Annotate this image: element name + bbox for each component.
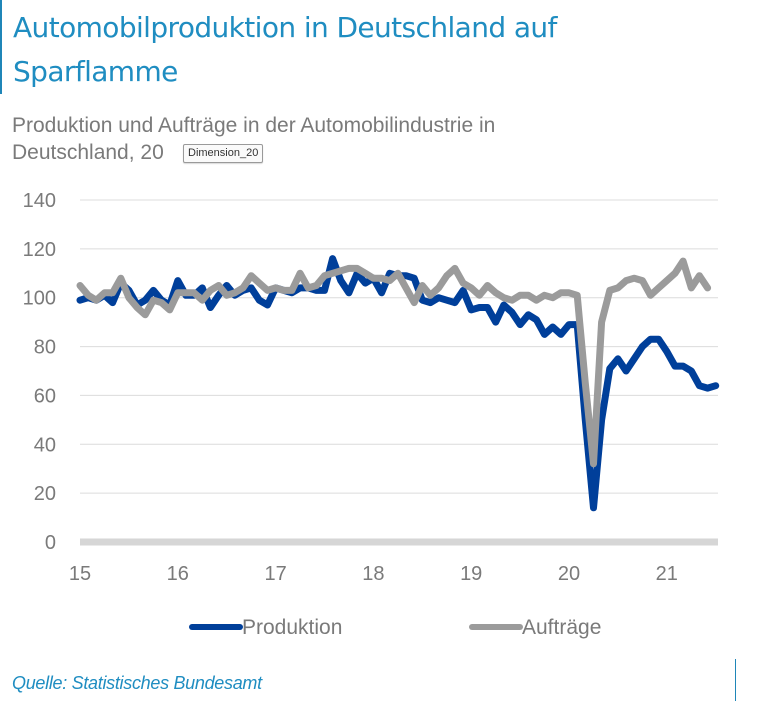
title-block: Automobilproduktion in Deutschland auf S… — [0, 0, 602, 94]
legend-label: Aufträge — [522, 616, 601, 639]
y-tick-label: 120 — [23, 239, 56, 261]
y-tick-label: 0 — [45, 532, 56, 554]
x-tick-label: 17 — [264, 563, 286, 585]
legend-label: Produktion — [242, 616, 342, 639]
x-tick-label: 19 — [460, 563, 482, 585]
legend-item-produktion: Produktion — [189, 616, 342, 639]
x-axis-ticks: 15 16 17 18 19 20 21 — [69, 563, 678, 585]
x-tick-label: 16 — [167, 563, 189, 585]
series-lines — [76, 255, 720, 512]
legend-item-auftraege: Aufträge — [469, 616, 601, 639]
y-tick-label: 20 — [34, 483, 56, 505]
grid-lines — [80, 199, 718, 546]
line-chart: 0 20 40 60 80 100 120 140 15 16 17 18 19 20 21 Produk… — [23, 190, 720, 639]
y-tick-label: 60 — [34, 385, 56, 407]
chart-subtitle-text: Produktion und Aufträge in der Automobil… — [12, 114, 496, 164]
y-tick-label: 40 — [34, 434, 56, 456]
y-axis-ticks: 0 20 40 60 80 100 120 140 — [23, 190, 56, 554]
series-line-auftraege — [76, 257, 712, 468]
page-title: Automobilproduktion in Deutschland auf S… — [13, 11, 557, 88]
dimension-tooltip: Dimension_20 — [183, 144, 264, 163]
x-tick-label: 20 — [558, 563, 580, 585]
source-note: Quelle: Statistisches Bundesamt — [12, 673, 262, 693]
chart-subtitle: Produktion und Aufträge in der Automobil… — [12, 112, 612, 166]
divider — [735, 659, 736, 701]
legend: Produktion Aufträge — [189, 616, 601, 639]
x-tick-label: 15 — [69, 563, 91, 585]
y-tick-label: 80 — [34, 337, 56, 359]
y-tick-label: 140 — [23, 190, 56, 212]
x-tick-label: 18 — [362, 563, 384, 585]
y-tick-label: 100 — [23, 288, 56, 310]
x-tick-label: 21 — [656, 563, 678, 585]
